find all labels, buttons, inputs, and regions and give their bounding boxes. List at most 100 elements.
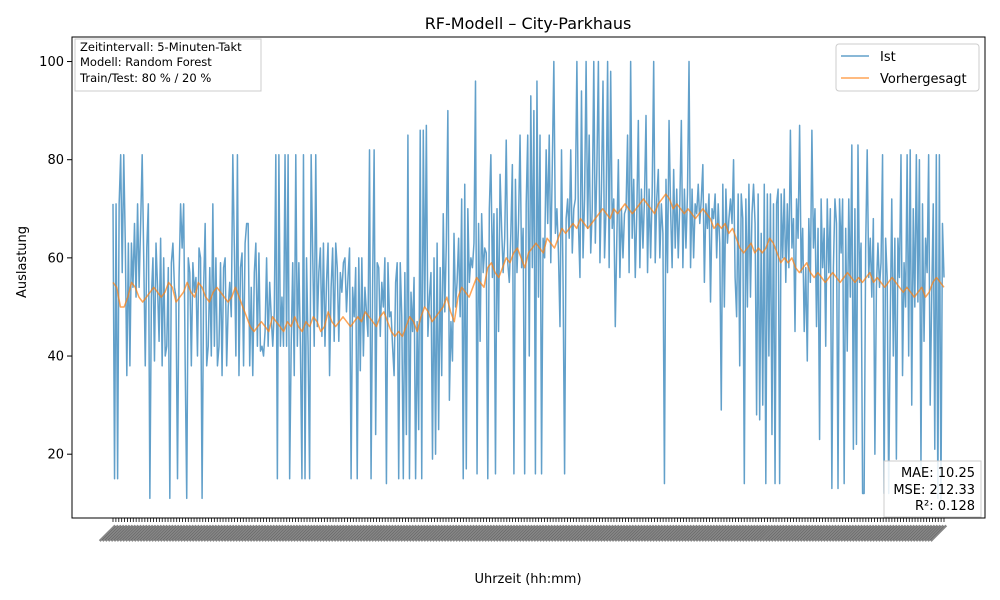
x-tick-label-glyph: [229, 524, 247, 542]
x-tick-label-glyph: [371, 524, 389, 542]
x-tick-label-glyph: [683, 524, 701, 542]
plot-frame: [71, 36, 986, 519]
legend-label-vorhergesagt: Vorhergesagt: [880, 72, 967, 87]
x-tick-label-glyph: [588, 524, 606, 542]
x-tick-label-glyph: [408, 524, 426, 542]
x-tick-label-glyph: [388, 524, 406, 542]
x-tick-label-glyph: [640, 524, 658, 542]
x-tick-label-glyph: [547, 524, 565, 542]
info-interval: Zeitintervall: 5-Minuten-Takt: [80, 40, 242, 54]
x-tick-label-glyph: [333, 524, 351, 542]
x-tick-label-glyph: [848, 524, 867, 542]
x-tick-label-glyph: [501, 524, 519, 542]
x-tick-label-glyph: [208, 524, 227, 542]
x-tick-label-glyph: [565, 524, 583, 542]
x-tick-label-glyph: [625, 524, 644, 542]
legend: Ist Vorhergesagt: [835, 43, 980, 92]
x-tick-label-glyph: [929, 524, 948, 542]
x-tick-label-glyph: [892, 524, 910, 542]
x-tick-label-glyph: [203, 524, 221, 542]
x-tick-label-glyph: [373, 524, 392, 542]
x-tick-label-glyph: [240, 524, 258, 542]
x-tick-label-glyph: [437, 524, 455, 542]
x-tick-label-glyph: [591, 524, 609, 542]
x-tick-label-glyph: [261, 524, 279, 542]
x-tick-label-glyph: [304, 524, 322, 542]
x-tick-label-glyph: [692, 524, 710, 542]
plot-area: 20 40 60 80 100: [39, 36, 986, 542]
info-split: Train/Test: 80 % / 20 %: [79, 71, 211, 85]
y-tick-label: 20: [47, 448, 64, 463]
x-tick-label-glyph: [136, 524, 154, 542]
x-tick-label-glyph: [831, 524, 849, 542]
x-tick-label-glyph: [327, 524, 345, 542]
x-tick-label-glyph: [909, 524, 927, 542]
x-tick-label-glyph: [686, 524, 704, 542]
x-tick-label-glyph: [185, 524, 203, 542]
x-tick-label-glyph: [469, 524, 487, 542]
x-tick-label-glyph: [544, 524, 563, 542]
x-tick-label-glyph: [460, 524, 479, 542]
x-tick-label-glyph: [313, 524, 331, 542]
x-tick-label-glyph: [701, 524, 719, 542]
x-tick-label-glyph: [449, 524, 467, 542]
x-tick-label-glyph: [874, 524, 893, 542]
info-model: Modell: Random Forest: [80, 55, 212, 69]
x-tick-label-glyph: [463, 524, 481, 542]
x-tick-label-glyph: [819, 524, 838, 542]
x-tick-label-glyph: [732, 524, 751, 542]
x-tick-label-glyph: [585, 524, 603, 542]
x-tick-label-glyph: [237, 524, 256, 542]
x-tick-label-glyph: [750, 524, 768, 542]
x-tick-label-glyph: [666, 524, 684, 542]
x-tick-label-glyph: [397, 524, 415, 542]
x-tick-label-glyph: [119, 524, 137, 542]
x-tick-label-glyph: [654, 524, 673, 542]
x-tick-label-glyph: [423, 524, 441, 542]
x-tick-label-glyph: [362, 524, 380, 542]
x-tick-label-glyph: [608, 524, 626, 542]
x-tick-label-glyph: [481, 524, 499, 542]
x-tick-label-glyph: [779, 524, 797, 542]
x-tick-label-glyph: [507, 524, 525, 542]
x-tick-label-glyph: [110, 524, 128, 542]
x-tick-label-glyph: [272, 524, 290, 542]
x-tick-label-glyph: [98, 524, 117, 542]
x-tick-label-glyph: [727, 524, 745, 542]
x-tick-label-glyph: [281, 524, 299, 542]
x-tick-label-glyph: [301, 524, 319, 542]
x-tick-label-glyph: [828, 524, 846, 542]
x-tick-label-glyph: [177, 524, 195, 542]
x-tick-label-glyph: [483, 524, 502, 542]
x-tick-label-glyph: [330, 524, 348, 542]
x-tick-label-glyph: [243, 524, 261, 542]
x-tick-label-glyph: [495, 524, 513, 542]
x-tick-label-glyph: [617, 524, 635, 542]
x-tick-label-glyph: [857, 524, 875, 542]
x-axis-label: Uhrzeit (hh:mm): [474, 572, 581, 587]
x-tick-label-glyph: [197, 524, 215, 542]
x-tick-label-glyph: [510, 524, 528, 542]
x-tick-label-glyph: [414, 524, 432, 542]
x-tick-label-glyph: [353, 524, 371, 542]
x-tick-label-glyph: [269, 524, 287, 542]
x-tick-label-glyph: [347, 524, 366, 542]
x-tick-label-glyph: [834, 524, 852, 542]
x-tick-label-glyph: [825, 524, 843, 542]
x-tick-label-glyph: [211, 524, 230, 542]
y-tick-label: 100: [39, 55, 64, 70]
x-tick-label-glyph: [620, 524, 638, 542]
x-tick-label-glyph: [637, 524, 655, 542]
x-tick-label-glyph: [194, 524, 212, 542]
x-tick-label-glyph: [234, 524, 253, 542]
x-tick-label-glyph: [634, 524, 652, 542]
x-tick-label-glyph: [385, 524, 403, 542]
x-tick-label-glyph: [672, 524, 690, 542]
x-tick-label-glyph: [698, 524, 716, 542]
x-tick-label-glyph: [541, 524, 560, 542]
series-line-ist: [112, 60, 945, 505]
x-tick-label-glyph: [562, 524, 580, 542]
x-tick-label-glyph: [159, 524, 177, 542]
x-tick-label-glyph: [263, 524, 282, 542]
x-tick-label-glyph: [903, 524, 922, 542]
